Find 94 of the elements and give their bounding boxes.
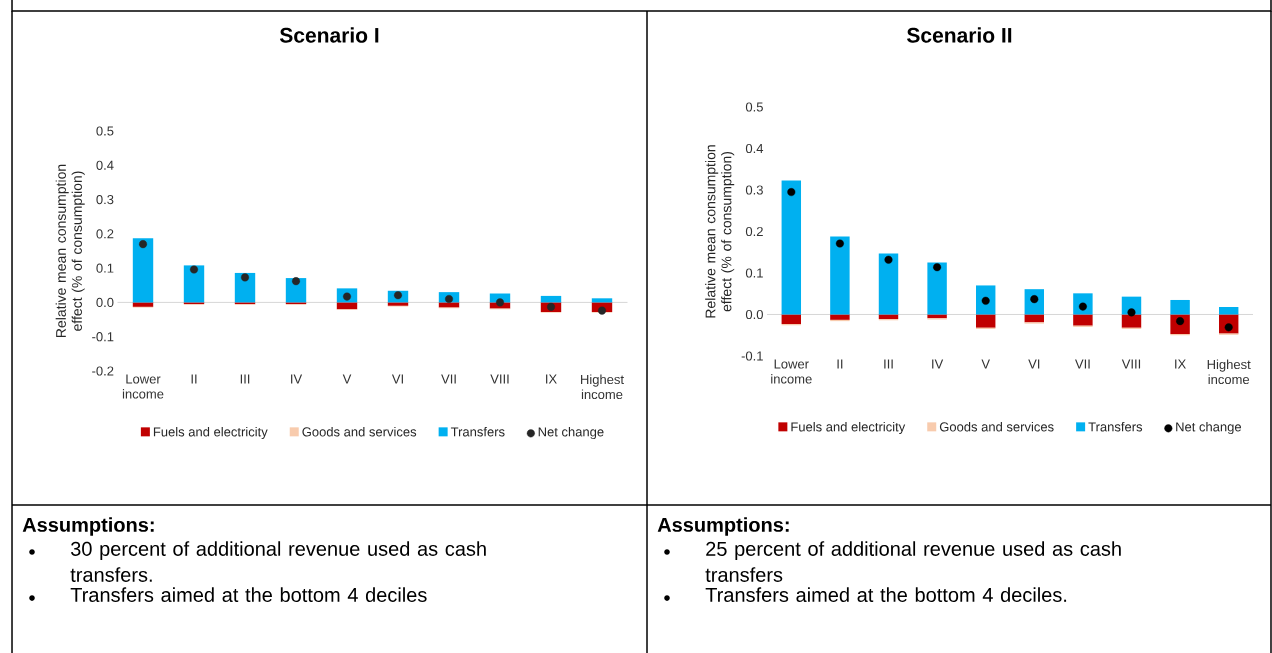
y-tick-label: 0.2 [96, 229, 114, 239]
bar [781, 314, 802, 325]
x-tick-label: Lower income [771, 359, 812, 384]
y-tick-label: 0.2 [745, 226, 763, 237]
y-tick-label: 0.3 [745, 185, 763, 195]
bar [1170, 299, 1190, 315]
bar [132, 238, 154, 303]
y-tick-label: 0.5 [96, 126, 114, 136]
legend-label: Goods and services [302, 426, 417, 437]
point [835, 239, 844, 248]
legend-label: Goods and services [939, 421, 1054, 432]
point [933, 263, 942, 272]
point [547, 302, 555, 311]
bar [336, 302, 358, 310]
text: Assumptions: [22, 517, 154, 536]
x-tick-label: III [240, 374, 250, 384]
x-tick-label: VII [441, 374, 456, 384]
y-tick-label: 0.4 [96, 160, 114, 170]
x-tick-label: IV [291, 374, 303, 384]
text: Transfers aimed at the bottom 4 deciles [70, 587, 427, 602]
bar [132, 302, 154, 307]
x-tick-label: Lower income [122, 374, 164, 399]
point [190, 265, 199, 274]
point [1127, 308, 1136, 317]
y-tick-label: -0.2 [92, 366, 114, 376]
point [343, 292, 352, 301]
point [241, 273, 250, 282]
bar [878, 253, 899, 315]
bar [183, 265, 205, 303]
point [1078, 302, 1087, 311]
bar [878, 314, 899, 320]
point [496, 298, 504, 307]
legend-label: Net change [538, 426, 604, 440]
point [787, 188, 796, 197]
bar [781, 180, 802, 315]
bar [1073, 314, 1093, 326]
text: Transfers aimed at the bottom 4 deciles. [705, 587, 1067, 602]
y-tick-label: 0.0 [96, 297, 114, 308]
x-tick-label: VIII [490, 374, 509, 384]
y-tick-label: -0.1 [92, 332, 114, 342]
bar [830, 314, 850, 320]
point [1224, 323, 1233, 332]
y-tick-label: 0.4 [745, 143, 764, 154]
x-tick-label: VI [391, 374, 403, 384]
x-tick-label: II [837, 359, 843, 369]
y-tick-label: 0.3 [96, 194, 114, 205]
text: 25 percent of additional revenue used as cash transfers [705, 541, 1121, 582]
legend-label: Fuels and electricity [791, 421, 906, 435]
bar [975, 314, 996, 328]
point [1176, 317, 1185, 326]
legend-label: Transfers [450, 426, 505, 437]
bar [1218, 307, 1239, 315]
point [445, 294, 453, 303]
x-tick-label: IV [932, 359, 944, 369]
x-tick-label: Highest income [581, 374, 624, 400]
text: Assumptions: [657, 517, 789, 536]
bar [927, 314, 947, 319]
point [292, 277, 301, 286]
point [981, 296, 990, 305]
x-tick-label: IX [1175, 359, 1186, 369]
bar [830, 236, 850, 315]
point [598, 306, 606, 315]
bar [591, 298, 613, 303]
y-axis-title: Relative mean consumption effect (% of consumption) [55, 164, 85, 337]
x-tick-label: IX [546, 374, 557, 384]
x-tick-label: VII [1075, 359, 1090, 369]
x-tick-label: II [191, 374, 197, 384]
y-tick-label: -0.1 [741, 351, 763, 361]
y-tick-label: 0.0 [745, 309, 763, 320]
point [884, 255, 893, 264]
y-tick-label: 0.5 [745, 102, 763, 112]
legend-label: Fuels and electricity [153, 426, 268, 440]
bar [540, 295, 562, 303]
legend-label: Transfers [1088, 421, 1143, 432]
point [139, 240, 148, 249]
point [1030, 295, 1039, 304]
bar [927, 262, 947, 315]
y-tick-label: 0.1 [745, 268, 763, 278]
chart-title: Scenario II [907, 27, 1012, 43]
bar [1121, 314, 1142, 328]
bar [438, 302, 460, 308]
x-tick-label: V [342, 374, 352, 384]
y-tick-label: 0.1 [96, 263, 114, 273]
text: 30 percent of additional revenue used as cash transfers. [70, 541, 486, 582]
legend-label: Net change [1176, 421, 1242, 435]
x-tick-label: Highest income [1207, 359, 1251, 385]
bar [1024, 314, 1045, 323]
x-tick-label: VIII [1121, 359, 1141, 369]
x-tick-label: III [884, 359, 893, 369]
point [394, 291, 403, 300]
chart-title: Scenario I [279, 27, 379, 43]
x-tick-label: V [981, 359, 990, 369]
y-axis-title: Relative mean consumption effect (% of consumption) [705, 145, 735, 318]
x-tick-label: VI [1028, 359, 1040, 369]
